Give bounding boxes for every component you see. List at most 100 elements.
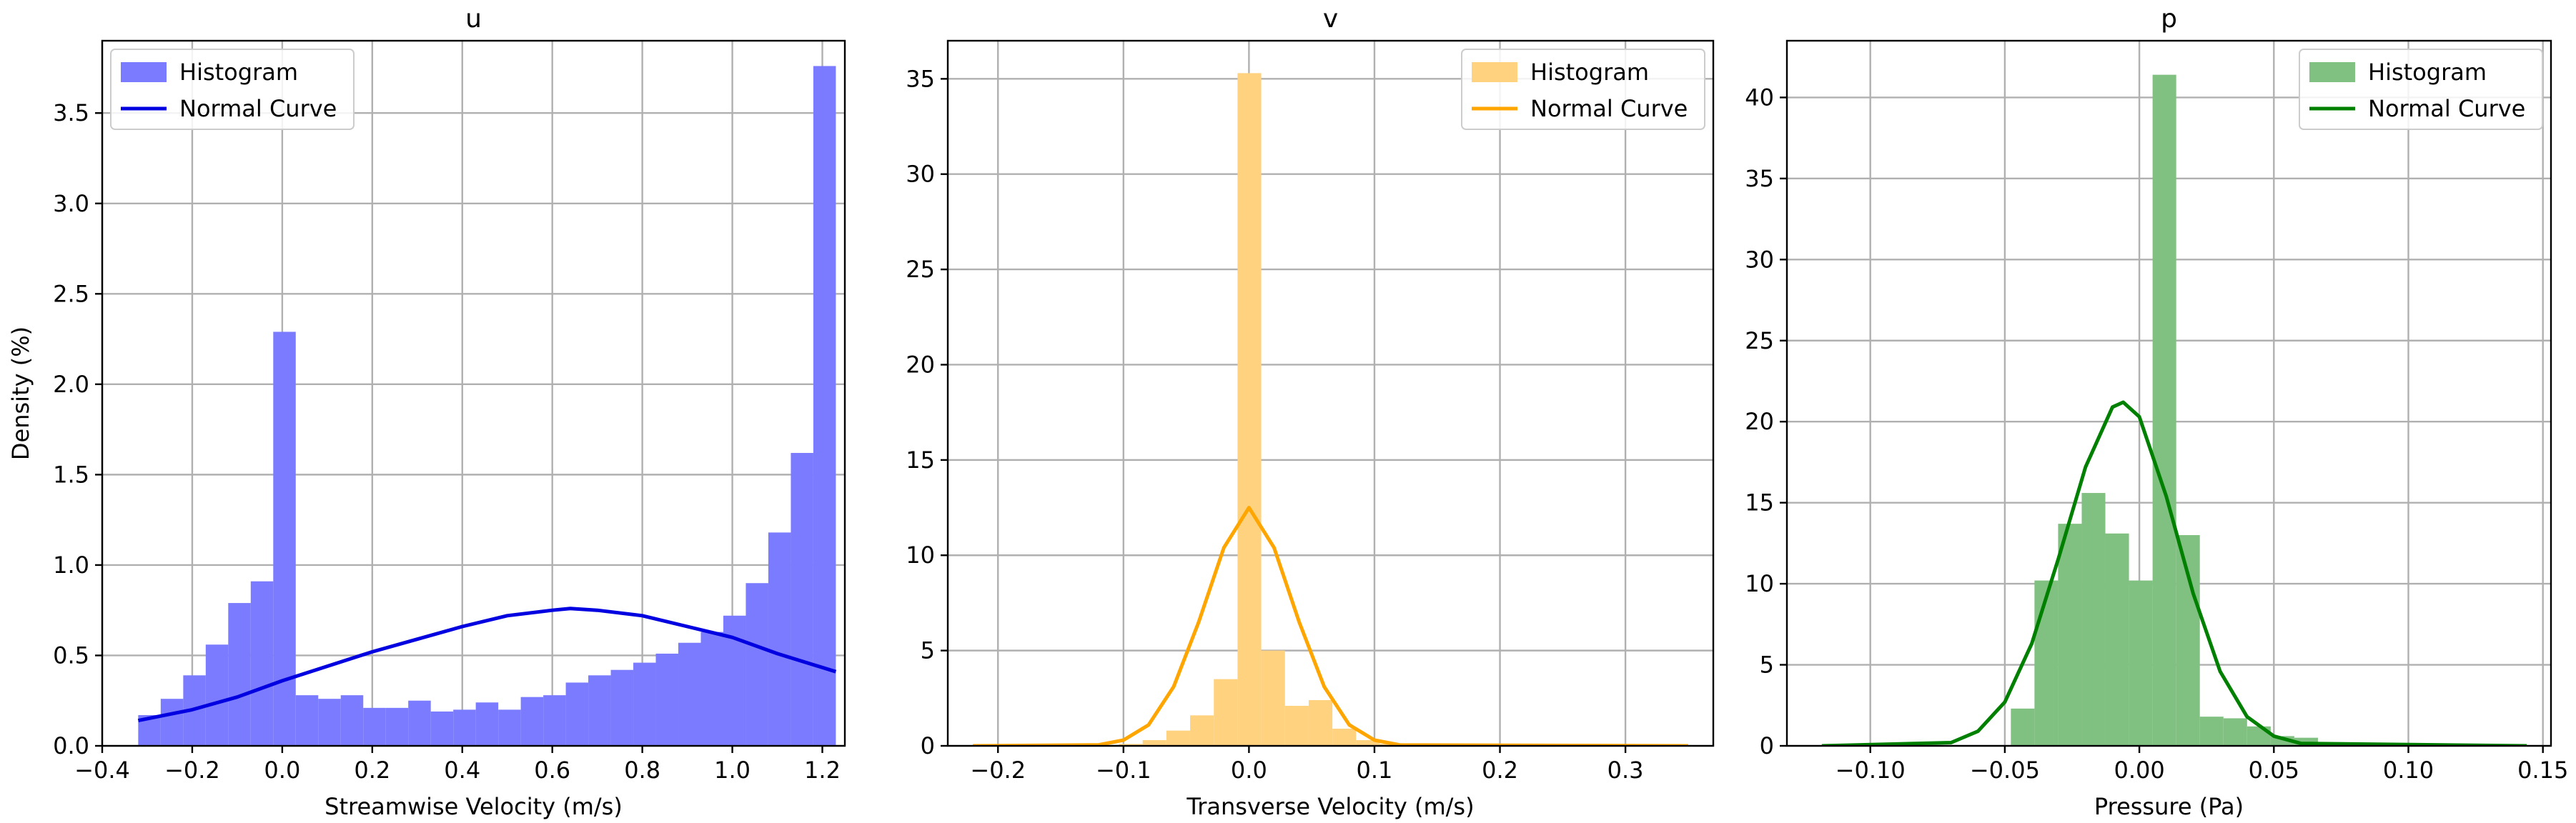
normal-curve-line	[973, 506, 1688, 746]
x-tick-label: 0.15	[2517, 757, 2568, 784]
histogram-bar	[1284, 705, 1309, 746]
y-tick-label: 35	[906, 65, 935, 92]
histogram-bar	[205, 644, 229, 746]
axes-frame	[946, 39, 1715, 747]
legend-label-curve: Normal Curve	[179, 95, 337, 122]
x-tick-label: −0.10	[1836, 757, 1906, 784]
histogram-bar	[228, 603, 251, 746]
histogram-bar	[1332, 728, 1357, 746]
histogram-bar	[1166, 730, 1191, 746]
y-tick-label: 35	[1745, 165, 1774, 192]
y-tick-label: 5	[1760, 652, 1774, 679]
chart-panel-v: −0.2 −0.1 0.0 0.1 0.2 0.3 0 5 10 15 20 25 30 35 v Trans…	[906, 4, 1715, 820]
histogram-bars	[1119, 73, 1404, 746]
histogram-bar	[791, 453, 813, 746]
x-tick-label: 0.00	[2114, 757, 2164, 784]
y-tick-label: 40	[1745, 84, 1774, 111]
legend-swatch-histogram	[1472, 62, 1517, 82]
histogram-bar	[408, 700, 431, 746]
x-tick-label: 0.8	[624, 757, 660, 784]
y-tick-label: 20	[1745, 408, 1774, 435]
normal-curve-line	[137, 607, 837, 723]
histogram-bars	[138, 66, 836, 746]
histogram-bar	[295, 695, 319, 746]
y-tick-label: 1.0	[53, 552, 89, 579]
histogram-bar	[430, 711, 454, 746]
histogram-bar	[318, 699, 341, 746]
histogram-bar	[813, 66, 836, 746]
histogram-bar	[340, 695, 364, 746]
histogram-bar	[1119, 744, 1143, 746]
x-tick-label: −0.4	[74, 757, 130, 784]
histogram-bar	[633, 662, 656, 746]
x-tick-label: 1.0	[714, 757, 750, 784]
x-tick-label: 0.6	[534, 757, 570, 784]
x-tick-label: −0.2	[970, 757, 1026, 784]
histogram-bar	[2129, 580, 2153, 746]
legend: Histogram Normal Curve	[2299, 49, 2543, 130]
y-tick-label: 30	[906, 161, 935, 188]
y-tick-label: 25	[906, 256, 935, 283]
x-tick-label: 0.05	[2249, 757, 2299, 784]
y-tick-label: 25	[1745, 327, 1774, 354]
x-tick-label: 0.2	[1482, 757, 1518, 784]
x-tick-label: −0.2	[164, 757, 220, 784]
y-tick-label: 5	[921, 637, 935, 664]
legend-swatch-histogram	[2309, 62, 2355, 82]
histogram-bar	[2199, 717, 2224, 746]
y-tick-label: 20	[906, 351, 935, 378]
x-axis-label: Pressure (Pa)	[2094, 793, 2244, 820]
histogram-bar	[2081, 493, 2106, 746]
legend-label-curve: Normal Curve	[1530, 95, 1688, 122]
histogram-bar	[655, 653, 679, 746]
x-tick-label: 0.3	[1607, 757, 1644, 784]
y-tick-label: 2.0	[53, 371, 89, 398]
legend: Histogram Normal Curve	[110, 49, 355, 130]
x-tick-label: 1.2	[804, 757, 841, 784]
histogram-bar	[385, 707, 409, 746]
histogram-bar	[1237, 73, 1262, 746]
histogram-bar	[363, 707, 386, 746]
legend-box	[110, 49, 355, 130]
legend-box	[1461, 49, 1705, 130]
x-tick-label: 0.0	[264, 757, 300, 784]
histogram-bar	[678, 642, 701, 746]
grid	[948, 41, 1713, 747]
histogram-bar	[565, 682, 589, 746]
axes-frame	[101, 39, 846, 747]
histogram-bar	[2011, 708, 2035, 746]
histogram-bar	[1308, 699, 1333, 746]
histogram-bar	[2152, 74, 2176, 746]
legend-label-histogram: Histogram	[1530, 59, 1649, 86]
histogram-bars	[2011, 74, 2366, 746]
chart-title: p	[2161, 4, 2177, 34]
y-tick-label: 10	[906, 542, 935, 569]
histogram-bar	[453, 709, 476, 746]
x-tick-label: −0.05	[1970, 757, 2040, 784]
histogram-bar	[588, 675, 611, 746]
histogram-bar	[2034, 580, 2059, 746]
legend: Histogram Normal Curve	[1461, 49, 1705, 130]
y-tick-label: 3.0	[53, 190, 89, 217]
histogram-bar	[1214, 679, 1238, 746]
x-tick-label: 0.10	[2383, 757, 2434, 784]
y-tick-label: 0	[921, 732, 935, 759]
x-tick-label: 0.1	[1357, 757, 1393, 784]
histogram-bar	[2058, 524, 2082, 746]
x-tick-label: 0.0	[1231, 757, 1267, 784]
histogram-bar	[700, 632, 723, 746]
histogram-bar	[2223, 718, 2247, 746]
axes-frame	[1785, 39, 2552, 747]
histogram-bar	[475, 702, 499, 746]
x-tick-label: 0.2	[354, 757, 390, 784]
x-tick-label: −0.1	[1096, 757, 1151, 784]
y-tick-label: 2.5	[53, 280, 89, 307]
legend-swatch-histogram	[121, 62, 167, 82]
x-axis-label: Transverse Velocity (m/s)	[1186, 793, 1474, 820]
histogram-bar	[1261, 650, 1285, 746]
y-tick-label: 3.5	[53, 99, 89, 126]
histogram-bar	[745, 583, 768, 746]
y-tick-label: 10	[1745, 570, 1774, 597]
chart-title: u	[465, 4, 482, 34]
